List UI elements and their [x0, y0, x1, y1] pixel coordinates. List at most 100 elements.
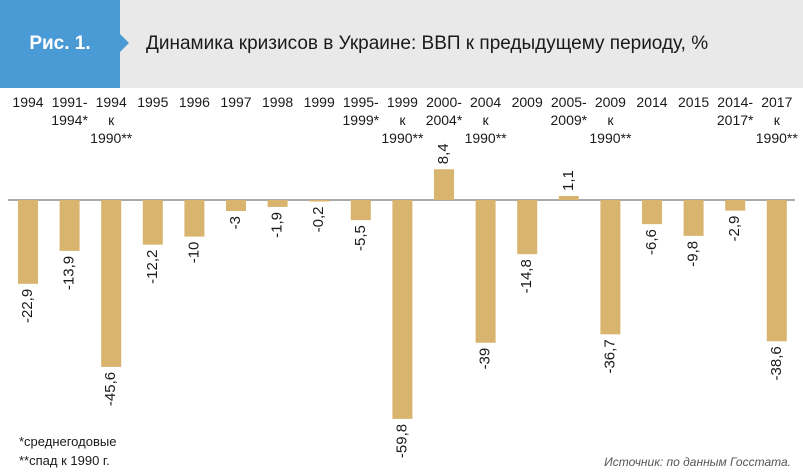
- category-label-line: 1996: [179, 94, 210, 110]
- category-label-line: 1990**: [756, 130, 799, 146]
- chart-title: Динамика кризисов в Украине: ВВП к преды…: [146, 33, 709, 54]
- category-label: 1994: [12, 94, 43, 110]
- bar: [434, 169, 454, 200]
- value-label: -36,7: [601, 339, 618, 373]
- category-label: 2009: [512, 94, 543, 110]
- badge-pointer-icon: [120, 34, 129, 52]
- category-label-line: 2017*: [717, 112, 754, 128]
- value-label: -3: [227, 216, 244, 229]
- bar: [558, 195, 579, 200]
- value-label: -38,6: [768, 346, 785, 380]
- value-label: -0,2: [310, 207, 327, 233]
- bar: [59, 200, 80, 251]
- bar: [766, 200, 787, 342]
- category-label-line: 2009: [512, 94, 543, 110]
- bar: [517, 200, 538, 255]
- category-label-line: 2000-: [426, 94, 462, 110]
- category-label: 1994 к 1990**: [90, 94, 133, 146]
- category-label: 1997: [220, 94, 251, 110]
- category-label: 2017 к 1990**: [756, 94, 799, 146]
- category-label: 1995- 1999*: [343, 94, 380, 128]
- category-label-line: 1995: [137, 94, 168, 110]
- bar: [267, 200, 288, 207]
- source-note: Источник: по данным Госстата.: [604, 455, 791, 469]
- category-label: 2015: [678, 94, 709, 110]
- category-label-line: 2014-: [717, 94, 753, 110]
- category-label: 1995: [137, 94, 168, 110]
- value-label: -2,9: [726, 216, 743, 242]
- bar: [600, 200, 621, 335]
- value-label: -10: [185, 242, 202, 264]
- category-label-line: к: [607, 112, 614, 128]
- category-label: 2014- 2017*: [717, 94, 754, 128]
- category-label: 2009 к 1990**: [589, 94, 632, 146]
- category-label-line: 1991-: [52, 94, 88, 110]
- figure-number: Рис. 1.: [29, 33, 91, 54]
- footnote-average: *среднегодовые: [19, 434, 117, 449]
- category-label-line: 1990**: [90, 130, 133, 146]
- bar: [226, 200, 246, 211]
- category-label-line: 1990**: [589, 130, 632, 146]
- value-label: -59,8: [393, 424, 410, 458]
- category-label: 2014: [636, 94, 667, 110]
- bar: [683, 200, 704, 236]
- bar: [184, 200, 205, 237]
- value-label: 8,4: [435, 143, 452, 164]
- bar: [642, 200, 662, 225]
- value-label: -13,9: [61, 256, 78, 290]
- category-label-line: 2004: [470, 94, 501, 110]
- category-label-line: 2004*: [426, 112, 463, 128]
- category-label-line: 1997: [220, 94, 251, 110]
- bar: [18, 200, 38, 284]
- bar: [475, 200, 496, 343]
- category-label-line: 1995-: [343, 94, 379, 110]
- bar: [142, 200, 163, 245]
- bar: [350, 200, 371, 221]
- value-label: -6,6: [643, 229, 660, 255]
- category-label-line: 1990**: [381, 130, 424, 146]
- value-label: -5,5: [352, 225, 369, 251]
- category-label: 1996: [179, 94, 210, 110]
- category-label-line: 1994: [96, 94, 127, 110]
- category-label-line: к: [399, 112, 406, 128]
- category-label-line: 1994*: [51, 112, 88, 128]
- value-label: 1,1: [560, 170, 577, 191]
- category-label: 1999 к 1990**: [381, 94, 424, 146]
- value-label: -14,8: [518, 259, 535, 293]
- category-label: 2005- 2009*: [551, 94, 588, 128]
- category-label-line: 2015: [678, 94, 709, 110]
- bar: [725, 200, 746, 211]
- category-label-line: 1994: [12, 94, 43, 110]
- category-label-line: 1999: [387, 94, 418, 110]
- category-label-line: 2014: [636, 94, 667, 110]
- value-label: -45,6: [102, 372, 119, 406]
- bar: [392, 200, 413, 419]
- value-label: -9,8: [685, 241, 702, 267]
- category-label-line: 2005-: [551, 94, 587, 110]
- figure-header: Рис. 1. Динамика кризисов в Украине: ВВП…: [0, 0, 803, 88]
- bar-chart: 1994 -22,9 1991- 1994* -13,9 1994 к 1990** -45,6…: [8, 94, 799, 458]
- category-label-line: 2009*: [551, 112, 588, 128]
- category-label-line: 1998: [262, 94, 293, 110]
- category-label: 1999: [304, 94, 335, 110]
- value-label: -22,9: [19, 289, 36, 323]
- footnotes: *среднегодовые **спад к 1990 г.: [19, 432, 116, 470]
- category-label: 1991- 1994*: [51, 94, 88, 128]
- category-label: 2004 к 1990**: [465, 94, 508, 146]
- category-label-line: 2017: [761, 94, 792, 110]
- category-label-line: 1990**: [465, 130, 508, 146]
- value-label: -39: [477, 348, 494, 370]
- category-label-line: 1999*: [343, 112, 380, 128]
- category-label: 1998: [262, 94, 293, 110]
- category-label-line: к: [108, 112, 115, 128]
- plot-area: 1994 -22,9 1991- 1994* -13,9 1994 к 1990** -45,6…: [0, 88, 803, 472]
- category-label-line: к: [483, 112, 490, 128]
- category-label-line: 1999: [304, 94, 335, 110]
- value-label: -1,9: [269, 212, 286, 238]
- bar: [101, 200, 122, 367]
- bar: [309, 200, 330, 202]
- figure-number-badge: Рис. 1.: [0, 0, 120, 88]
- category-label-line: 2009: [595, 94, 626, 110]
- category-label-line: к: [774, 112, 781, 128]
